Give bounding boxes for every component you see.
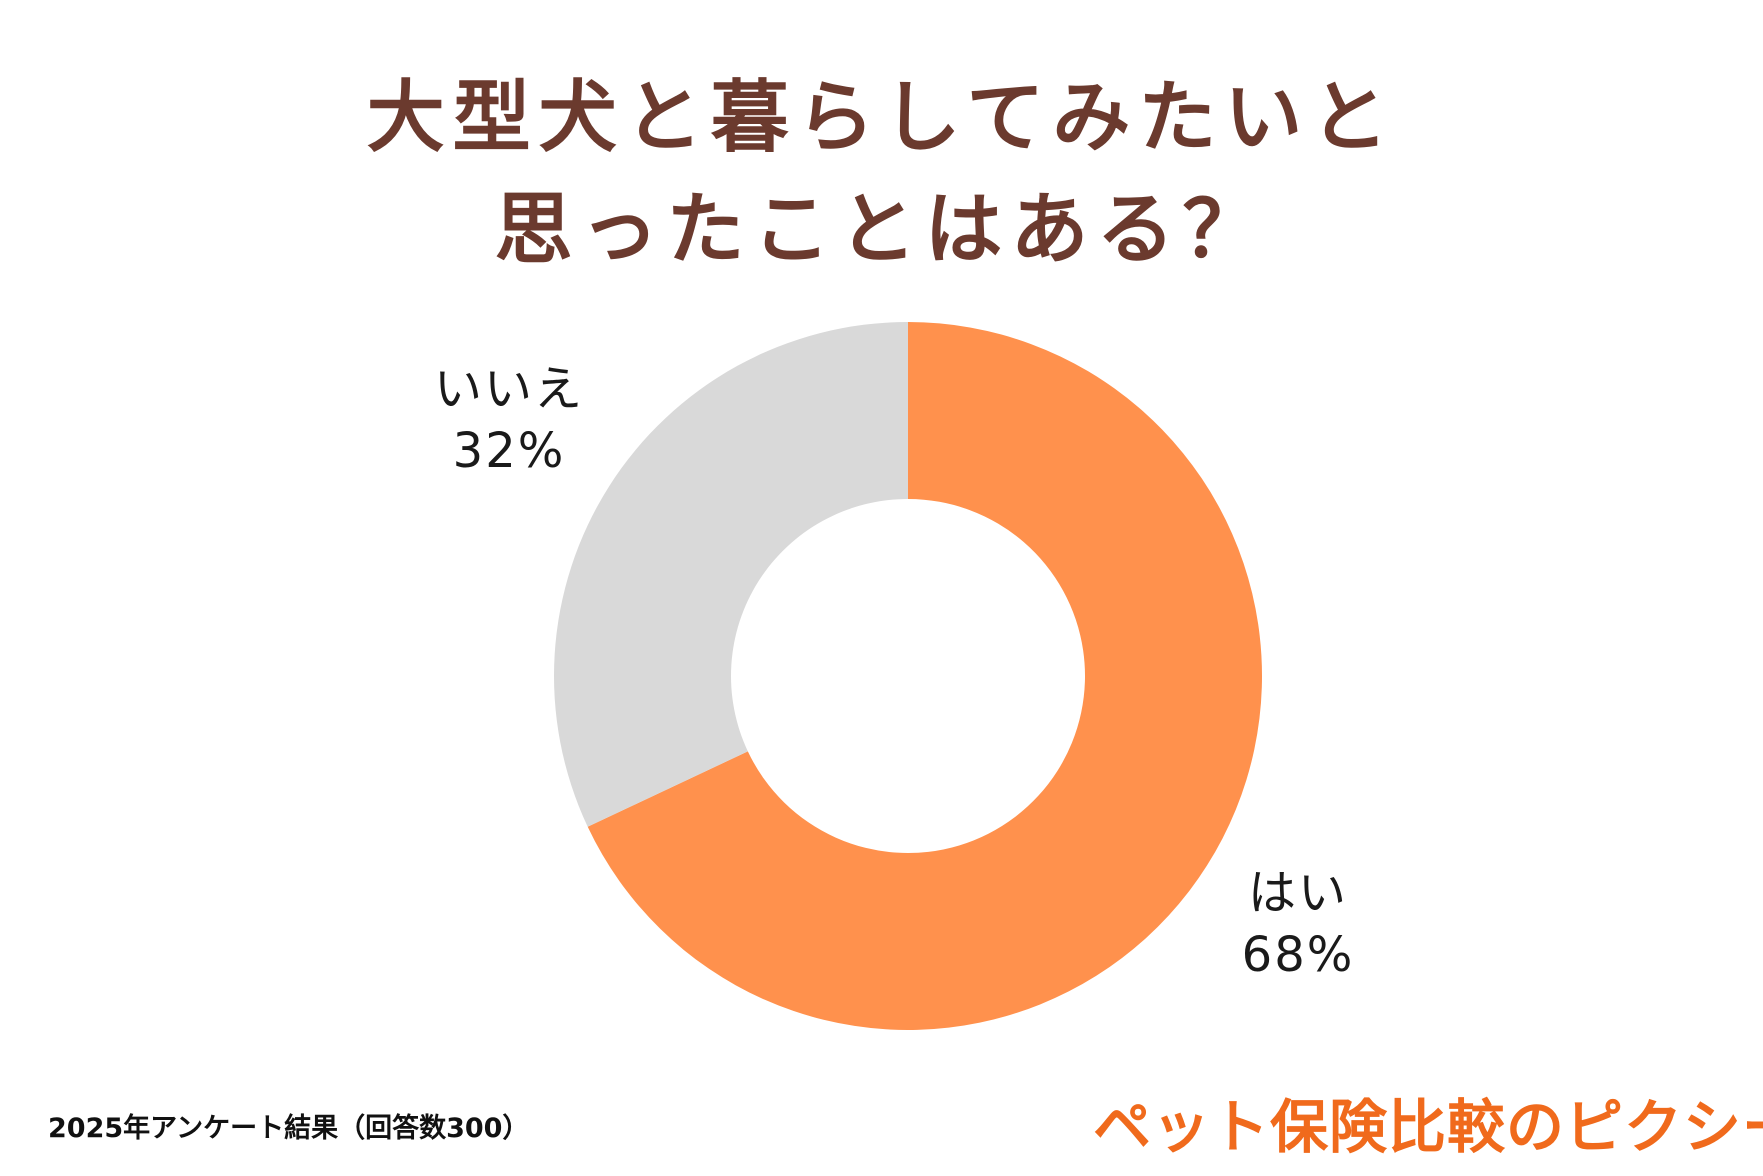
slice-yes — [587, 322, 1262, 1030]
slice-label-yes: はい 68% — [1198, 862, 1398, 986]
survey-footnote: 2025年アンケート結果（回答数300） — [48, 1113, 530, 1144]
slice-label-no: いいえ 32% — [404, 358, 614, 482]
chart-title-line-2: 思ったことはある？ — [494, 185, 1269, 275]
slice-label-yes-name: はい — [1247, 865, 1348, 921]
slice-no — [553, 322, 908, 827]
brand-logo-text: ペット保険比較のピクシー — [1093, 1093, 1763, 1161]
slice-label-no-value: 32% — [452, 423, 566, 479]
chart-title: 大型犬と暮らしてみたいと 思ったことはある？ — [0, 62, 1763, 286]
slice-label-no-name: いいえ — [433, 361, 584, 417]
slice-label-yes-value: 68% — [1241, 927, 1355, 983]
chart-title-line-1: 大型犬と暮らしてみたいと — [366, 73, 1397, 163]
